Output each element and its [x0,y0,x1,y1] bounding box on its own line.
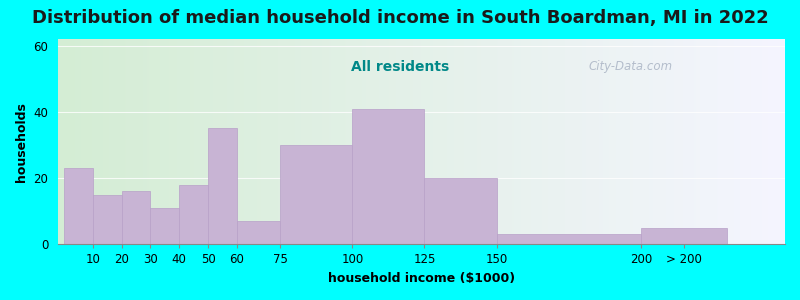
Bar [497,235,641,244]
Text: All residents: All residents [351,60,449,74]
Bar [122,191,150,244]
Bar [150,208,179,244]
Text: Distribution of median household income in South Boardman, MI in 2022: Distribution of median household income … [32,9,768,27]
Bar [641,228,727,244]
Bar [280,145,352,244]
Bar [237,221,280,244]
Bar [208,128,237,244]
Y-axis label: households: households [15,102,28,182]
X-axis label: household income ($1000): household income ($1000) [328,272,515,285]
Bar [64,168,93,244]
Bar [179,185,208,244]
Bar [425,178,497,244]
Text: City-Data.com: City-Data.com [589,59,673,73]
Bar [93,195,122,244]
Bar [352,109,425,244]
